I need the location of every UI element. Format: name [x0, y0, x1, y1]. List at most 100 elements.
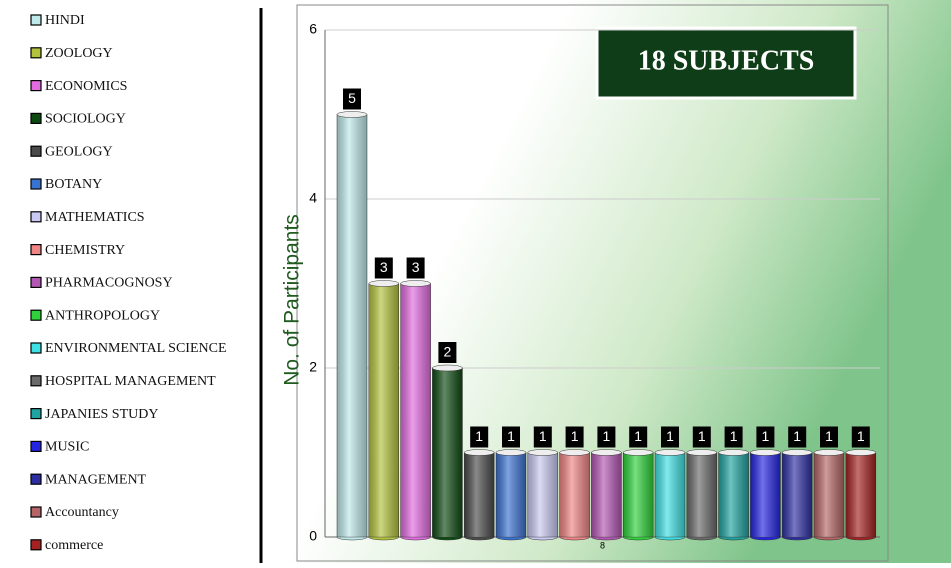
legend-label: JAPANIES STUDY — [45, 407, 158, 422]
value-label: 3 — [412, 259, 420, 275]
y-tick-label: 6 — [309, 21, 317, 37]
bar-shine — [496, 452, 526, 537]
value-label: 1 — [698, 428, 706, 444]
value-label: 1 — [762, 428, 770, 444]
bar-top — [591, 449, 622, 456]
value-label: 1 — [825, 428, 833, 444]
bar-top — [781, 449, 813, 456]
bar-shine — [655, 452, 685, 537]
bar-top — [750, 449, 781, 456]
value-label-box — [724, 426, 743, 448]
legend-swatch — [30, 440, 42, 452]
value-label: 1 — [603, 428, 611, 444]
value-label: 1 — [507, 428, 515, 444]
value-label-box — [692, 426, 711, 448]
bar-shine — [782, 452, 813, 537]
bar-top — [432, 364, 463, 372]
bar-top — [813, 449, 845, 456]
value-label-box — [565, 426, 584, 448]
value-label-box — [374, 257, 393, 279]
legend-swatch — [30, 145, 42, 157]
value-label: 1 — [666, 428, 674, 444]
legend-swatch — [30, 408, 42, 420]
bar-top — [495, 449, 527, 456]
legend-swatch — [30, 112, 42, 125]
value-label: 5 — [348, 90, 356, 106]
legend-label: ZOOLOGY — [45, 46, 113, 61]
bar-top — [463, 449, 495, 456]
value-label-box — [438, 342, 457, 363]
bar-top — [527, 449, 559, 456]
legend-swatch — [30, 539, 42, 551]
y-tick-label: 4 — [309, 190, 317, 206]
legend-label: SOCIOLOGY — [45, 112, 126, 127]
value-label-box — [502, 426, 520, 448]
legend-label: MATHEMATICS — [45, 210, 145, 225]
bar-shine — [432, 368, 463, 537]
bar-top — [368, 280, 400, 287]
legend-swatch — [30, 211, 42, 223]
legend-label: PHARMACOGNOSY — [45, 276, 173, 291]
bar-shine — [527, 452, 558, 537]
legend-swatch — [30, 375, 42, 387]
legend-label: CHEMISTRY — [45, 243, 125, 258]
legend-swatch — [30, 178, 42, 190]
value-label-box — [661, 426, 679, 448]
title-box — [595, 26, 857, 100]
value-label-box — [533, 426, 552, 448]
bar-top — [654, 449, 686, 456]
bar-top — [845, 449, 877, 456]
y-tick-label: 2 — [309, 359, 317, 375]
legend-label: commerce — [45, 538, 103, 553]
x-tick-label: 8 — [600, 540, 605, 550]
bar-top — [686, 449, 718, 456]
bar-shine — [464, 452, 495, 537]
legend-swatch — [30, 473, 42, 485]
value-label-box — [851, 426, 870, 448]
bar-shine — [368, 283, 399, 537]
value-label: 1 — [475, 428, 483, 444]
legend-swatch — [30, 309, 42, 321]
legend-swatch — [30, 342, 42, 354]
value-label-box — [788, 426, 807, 448]
legend-label: HINDI — [45, 13, 85, 28]
bar-top — [559, 449, 590, 456]
bar-shine — [337, 114, 367, 537]
legend-label: ANTHROPOLOGY — [45, 308, 160, 323]
legend-swatch — [30, 276, 42, 288]
bar-shine — [591, 452, 622, 537]
legend-swatch — [30, 47, 42, 59]
value-label: 1 — [730, 428, 738, 444]
legend-label: Accountancy — [45, 505, 119, 520]
legend-label: BOTANY — [45, 177, 102, 192]
value-label-box — [820, 426, 838, 448]
value-label-box — [629, 426, 648, 448]
value-label-box — [343, 88, 361, 110]
legend-label: GEOLOGY — [45, 144, 113, 159]
bar-top — [336, 111, 368, 118]
value-label-box — [756, 426, 775, 448]
bar-shine — [623, 452, 654, 537]
value-label-box — [470, 426, 489, 448]
bar-shine — [750, 452, 781, 537]
bar-top — [718, 449, 749, 456]
value-label: 2 — [444, 344, 452, 360]
bar-top — [400, 280, 431, 287]
value-label: 1 — [539, 428, 547, 444]
chart-frame — [296, 4, 889, 562]
legend-label: ECONOMICS — [45, 79, 127, 94]
legend-label: MUSIC — [45, 440, 89, 455]
value-label: 1 — [571, 428, 579, 444]
value-label: 3 — [380, 259, 388, 275]
bar-shine — [559, 452, 590, 537]
bar-shine — [814, 452, 844, 537]
bar-shine — [400, 283, 431, 537]
value-label: 1 — [857, 428, 865, 444]
legend-label: MANAGEMENT — [45, 472, 147, 487]
chart-title: 18 SUBJECTS — [638, 45, 815, 76]
value-label: 1 — [793, 428, 801, 444]
bar-shine — [845, 452, 876, 537]
bar-top — [622, 449, 654, 456]
value-label-box — [597, 426, 616, 448]
